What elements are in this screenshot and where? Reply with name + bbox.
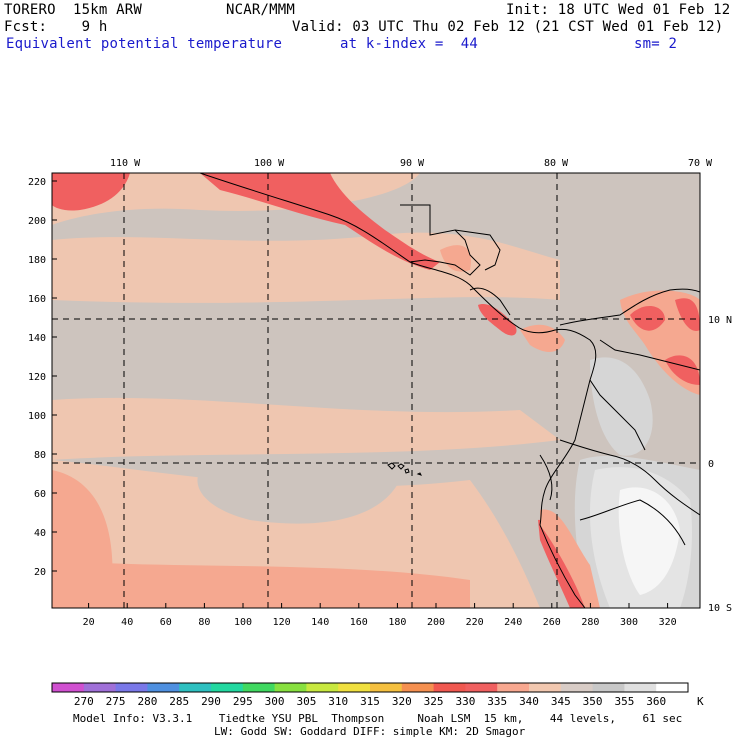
forecast-hour: Fcst: 9 h (4, 19, 108, 35)
lon-label-70w: 70 W (688, 158, 713, 169)
x-tick-label: 80 (198, 617, 210, 628)
x-axis: 20 40 60 80 100 120 140 160 180 200 220 240 260 280 30… (83, 603, 677, 628)
colorbar-swatch (656, 683, 689, 692)
y-tick-label: 140 (28, 333, 46, 344)
level-index: at k-index = 44 (340, 36, 479, 52)
colorbar-label: 275 (106, 695, 126, 708)
init-time: Init: 18 UTC Wed 01 Feb 12 (506, 2, 731, 18)
x-tick-label: 160 (350, 617, 368, 628)
lon-labels: 110 W 100 W 90 W 80 W 70 W (110, 158, 713, 169)
colorbar-label: 270 (74, 695, 94, 708)
x-tick-label: 140 (311, 617, 329, 628)
x-tick-label: 300 (620, 617, 638, 628)
colorbar-swatch (560, 683, 594, 692)
lat-labels: 10 N 0 10 S (708, 315, 732, 614)
colorbar-label: 280 (137, 695, 157, 708)
x-tick-label: 220 (466, 617, 484, 628)
x-tick-label: 240 (504, 617, 522, 628)
colorbar-label: 315 (360, 695, 380, 708)
colorbar-label: 355 (614, 695, 634, 708)
smoothing-label: sm= 2 (634, 36, 678, 52)
x-tick-label: 260 (543, 617, 561, 628)
colorbar-swatch (338, 683, 371, 692)
colorbar-swatch (242, 683, 276, 692)
colorbar-swatch (465, 683, 498, 692)
y-tick-label: 220 (28, 177, 46, 188)
y-tick-label: 40 (34, 528, 46, 539)
colorbar-swatch (52, 683, 85, 692)
lon-label-110w: 110 W (110, 158, 141, 169)
lat-label-eq: 0 (708, 459, 714, 470)
x-tick-label: 40 (121, 617, 133, 628)
y-tick-label: 20 (34, 567, 46, 578)
colorbar-swatch (306, 683, 339, 692)
colorbar-label: 290 (201, 695, 221, 708)
colorbar-label: 350 (583, 695, 603, 708)
colorbar-swatch (401, 683, 435, 692)
lat-label-10n: 10 N (708, 315, 732, 326)
colorbar-swatch (624, 683, 657, 692)
y-tick-label: 160 (28, 294, 46, 305)
model-physics: LW: Godd SW: Goddard DIFF: simple KM: 2D… (214, 725, 526, 738)
colorbar-unit: K (697, 695, 704, 708)
x-tick-label: 280 (581, 617, 599, 628)
colorbar-swatch (211, 683, 244, 692)
colorbar-swatch (497, 683, 530, 692)
field-name: Equivalent potential temperature (6, 36, 283, 52)
colorbar-label: 340 (519, 695, 539, 708)
x-tick-label: 120 (273, 617, 291, 628)
colorbar: 270 275 280 285 290 295 300 305 310 315 320 325 330 3… (51, 682, 689, 708)
lon-label-90w: 90 W (400, 158, 425, 169)
model-title: TORERO 15km ARW (4, 2, 143, 18)
x-tick-label: 20 (83, 617, 95, 628)
colorbar-swatch (147, 683, 180, 692)
lon-label-100w: 100 W (254, 158, 285, 169)
y-tick-label: 180 (28, 255, 46, 266)
shaded-field (52, 173, 700, 608)
x-tick-label: 320 (659, 617, 677, 628)
x-tick-label: 200 (427, 617, 445, 628)
y-tick-label: 80 (34, 450, 46, 461)
colorbar-swatch (83, 683, 117, 692)
x-tick-label: 100 (234, 617, 252, 628)
valid-time: Valid: 03 UTC Thu 02 Feb 12 (21 CST Wed … (292, 19, 724, 35)
colorbar-swatch (592, 683, 625, 692)
colorbar-label: 310 (328, 695, 348, 708)
x-tick-label: 180 (388, 617, 406, 628)
y-tick-label: 200 (28, 216, 46, 227)
colorbar-label: 335 (487, 695, 507, 708)
x-tick-label: 60 (160, 617, 172, 628)
colorbar-swatch (370, 683, 403, 692)
colorbar-swatch (115, 683, 148, 692)
colorbar-frame (51, 682, 689, 693)
center-label: NCAR/MMM (226, 2, 296, 18)
colorbar-label: 305 (296, 695, 316, 708)
model-info: Model Info: V3.3.1 Tiedtke YSU PBL Thomp… (73, 712, 683, 725)
y-axis: 220 200 180 160 140 120 100 80 60 40 20 (28, 177, 57, 578)
plot-frame (51, 172, 701, 609)
y-tick-label: 100 (28, 411, 46, 422)
lat-label-10s: 10 S (708, 603, 732, 614)
y-tick-label: 120 (28, 372, 46, 383)
colorbar-label: 320 (392, 695, 412, 708)
y-tick-label: 60 (34, 489, 46, 500)
colorbar-label: 325 (424, 695, 444, 708)
coastlines (199, 173, 700, 608)
colorbar-swatch (179, 683, 212, 692)
colorbar-label: 295 (233, 695, 253, 708)
colorbar-label: 285 (169, 695, 189, 708)
colorbar-label: 330 (455, 695, 475, 708)
colorbar-swatch (529, 683, 562, 692)
colorbar-label: 345 (551, 695, 571, 708)
lon-label-80w: 80 W (544, 158, 569, 169)
colorbar-swatch (433, 683, 466, 692)
colorbar-label: 360 (646, 695, 666, 708)
colorbar-swatch (274, 683, 307, 692)
colorbar-label: 300 (265, 695, 285, 708)
graticule (52, 173, 700, 608)
